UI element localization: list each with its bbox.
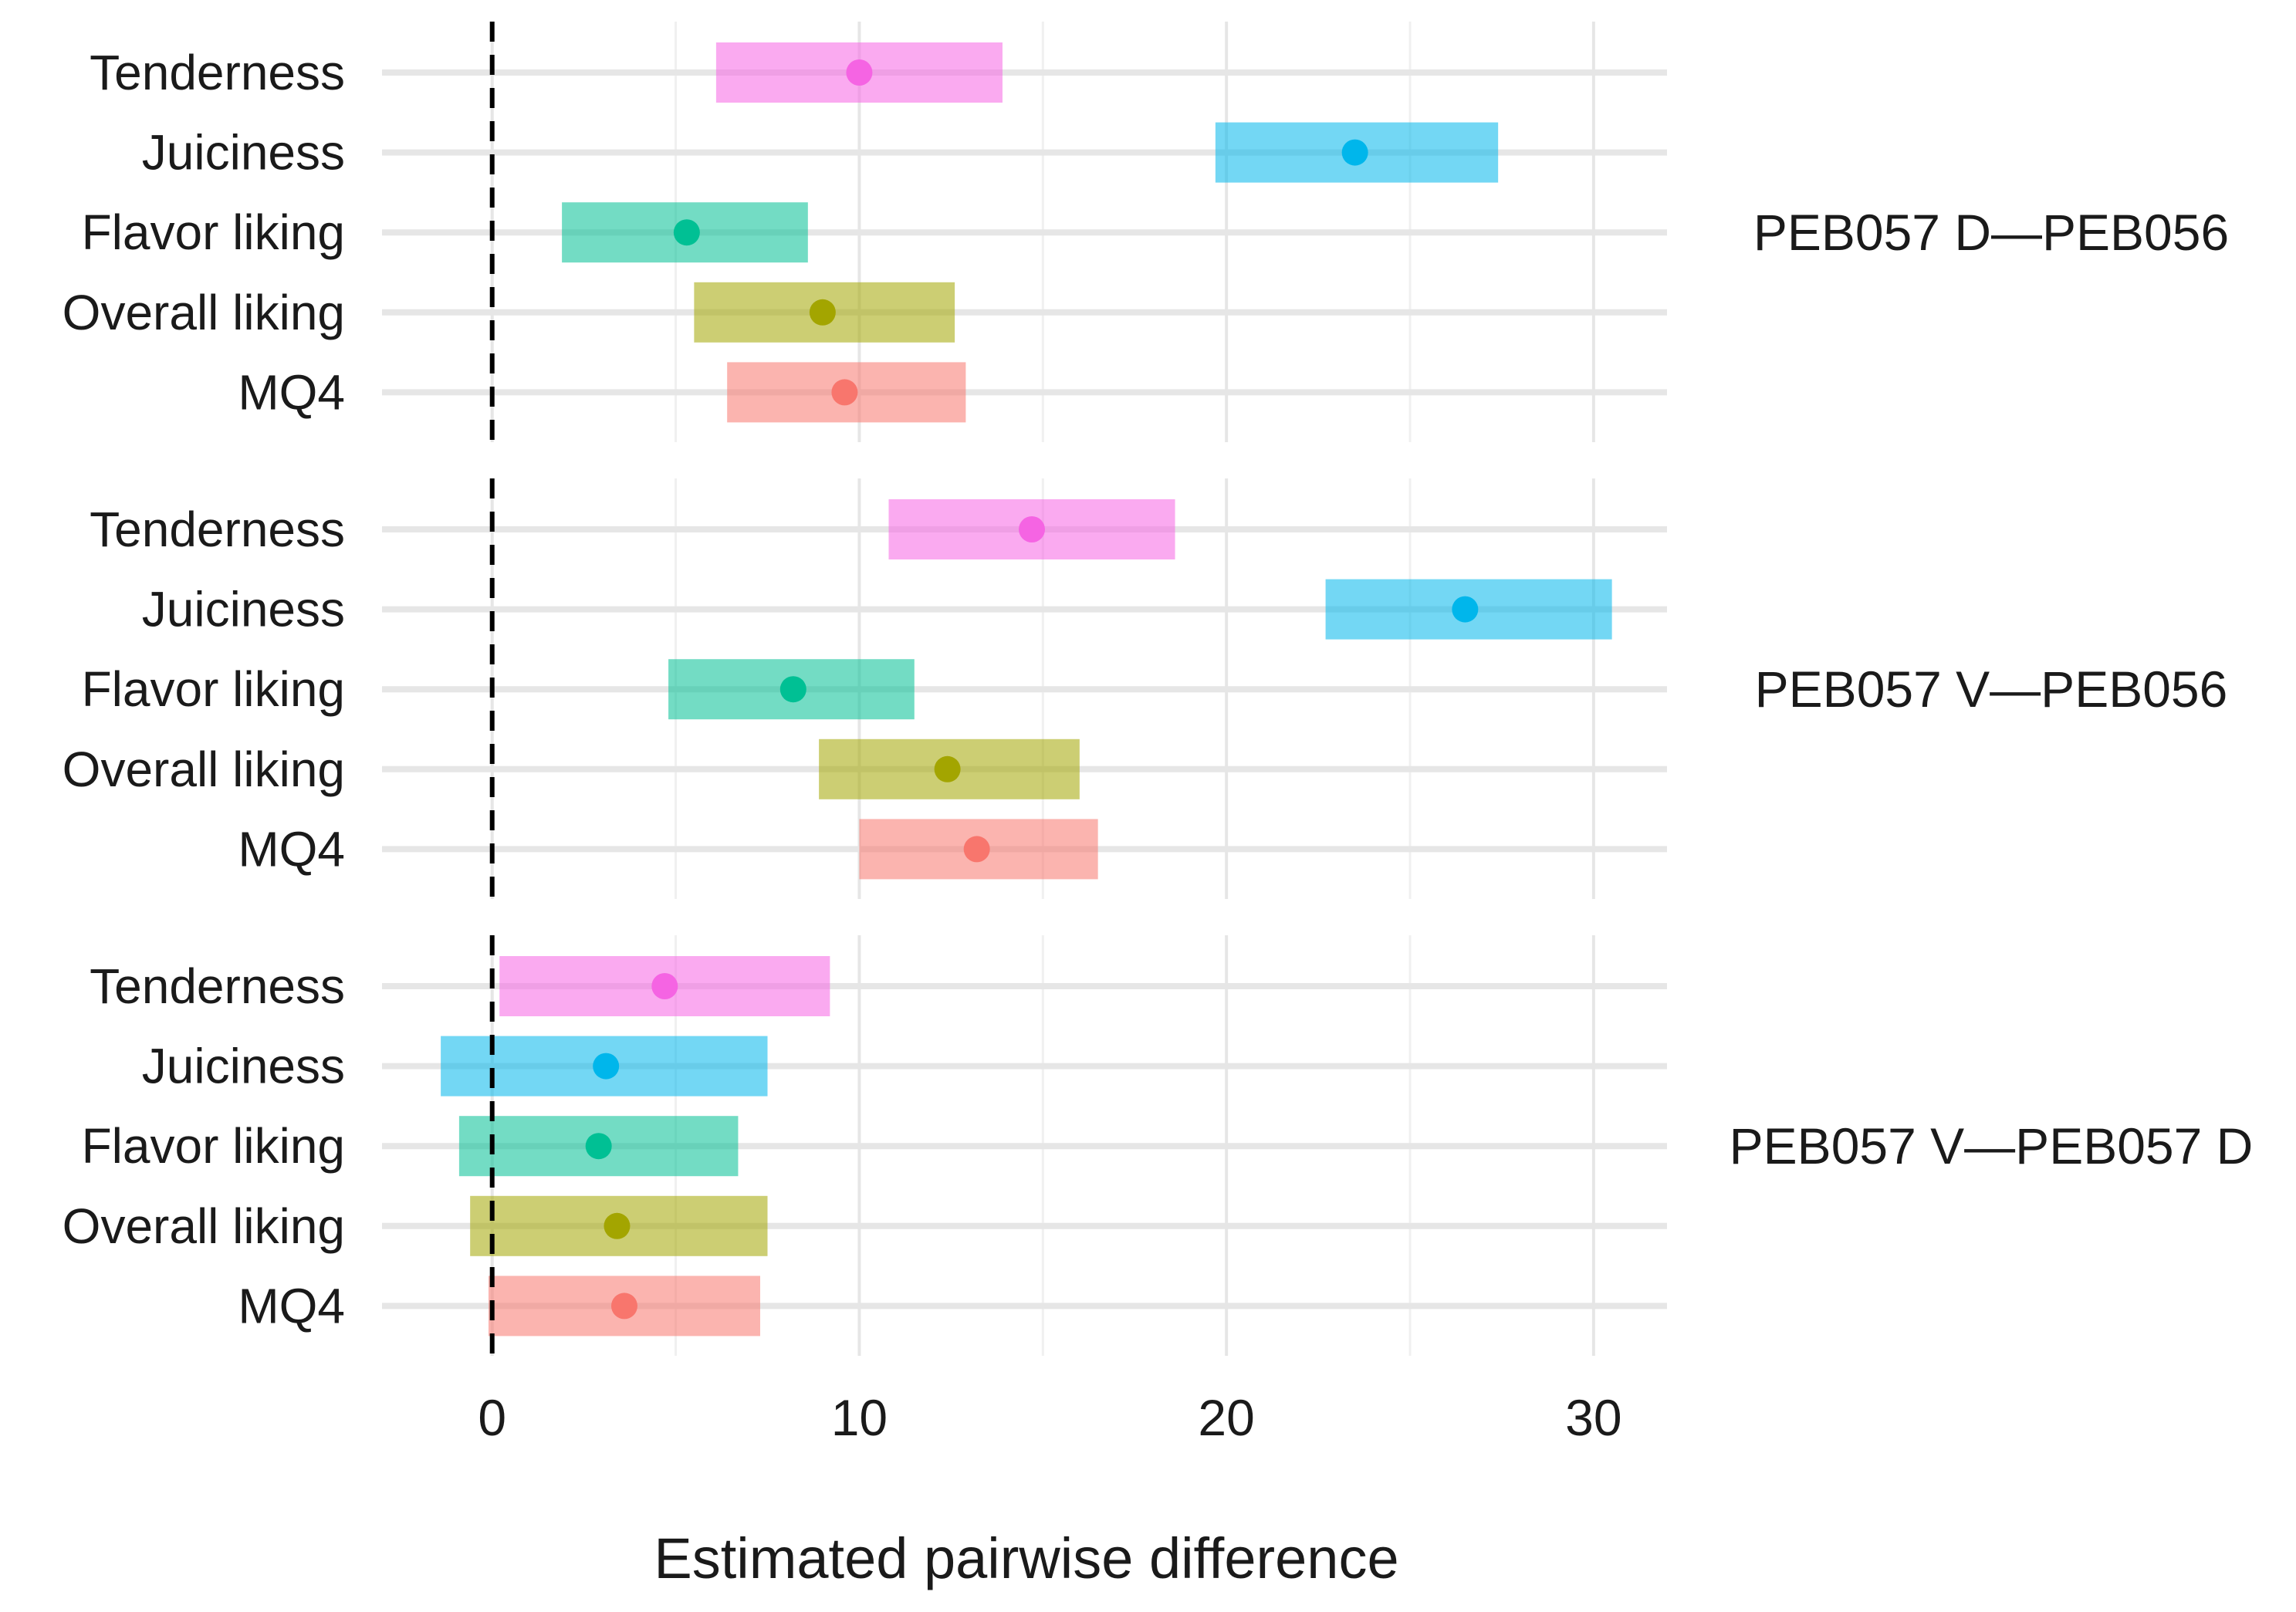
category-label: Flavor liking	[82, 661, 345, 717]
estimate-point	[585, 1133, 612, 1160]
category-label: Tenderness	[90, 958, 345, 1014]
points-layer	[585, 59, 1479, 1320]
category-label: Juiciness	[142, 1039, 345, 1094]
estimate-point	[779, 676, 806, 703]
category-label: Juiciness	[142, 125, 345, 181]
category-label: Overall liking	[63, 285, 345, 340]
estimate-point	[809, 299, 836, 326]
category-label: Overall liking	[63, 742, 345, 797]
estimate-point	[1341, 139, 1368, 166]
estimate-point	[1452, 596, 1479, 623]
category-label: Tenderness	[90, 45, 345, 100]
x-tick-label: 0	[478, 1389, 506, 1446]
facet-label: PEB057 D—PEB056	[1753, 204, 2229, 261]
category-label: Tenderness	[90, 502, 345, 557]
category-label: Juiciness	[142, 582, 345, 637]
estimate-point	[963, 836, 990, 863]
facet-label: PEB057 V—PEB057 D	[1730, 1117, 2254, 1174]
estimate-point	[651, 973, 678, 999]
category-label: MQ4	[238, 821, 345, 877]
x-tick-label: 20	[1198, 1389, 1254, 1446]
estimate-point	[846, 59, 873, 86]
estimate-point	[1019, 516, 1046, 542]
category-label: Overall liking	[63, 1198, 345, 1254]
estimate-point	[673, 219, 700, 246]
estimate-point	[593, 1053, 620, 1080]
category-label: MQ4	[238, 364, 345, 420]
estimate-point	[610, 1293, 637, 1320]
estimate-point	[831, 379, 858, 406]
category-label: Flavor liking	[82, 1118, 345, 1174]
x-tick-label: 10	[831, 1389, 888, 1446]
x-axis-title: Estimated pairwise difference	[654, 1526, 1398, 1590]
x-tick-label: 30	[1565, 1389, 1621, 1446]
text-layer: Tenderness Juiciness Flavor liking Overall …	[63, 45, 2254, 1446]
category-label: Flavor liking	[82, 204, 345, 260]
category-label: MQ4	[238, 1278, 345, 1333]
bars-layer	[441, 42, 1612, 1337]
estimate-point	[934, 755, 961, 782]
facet-label: PEB057 V—PEB056	[1755, 661, 2228, 718]
estimate-point	[604, 1212, 631, 1239]
